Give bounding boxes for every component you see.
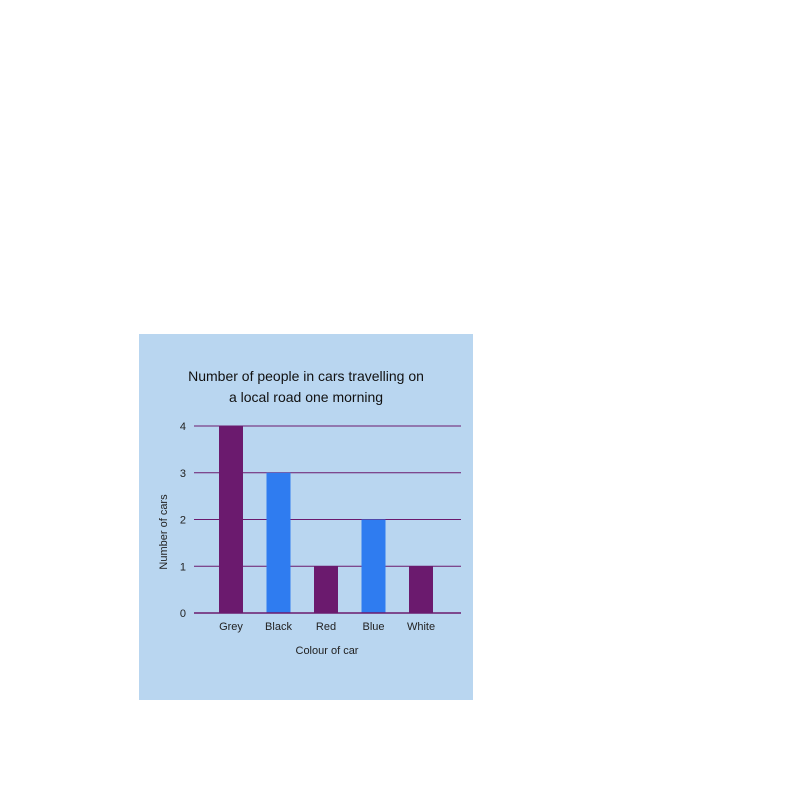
x-tick-label: Grey [219,621,243,633]
x-tick-label: White [407,621,435,633]
y-tick-label: 1 [180,561,186,573]
y-tick-labels: 0 1 2 3 4 [180,421,186,620]
bar-white [409,566,433,613]
bar-blue [361,519,386,613]
x-tick-labels: Grey Black Red Blue White [219,621,435,633]
bar-chart: Number of people in cars travelling on a… [158,368,461,657]
bars [219,426,433,613]
bar-red [314,566,338,613]
x-tick-label: Red [316,621,336,633]
x-tick-label: Black [265,621,292,633]
chart-card: Number of people in cars travelling on a… [139,334,473,700]
y-axis-title: Number of cars [158,494,170,570]
bar-grey [219,426,243,613]
y-tick-label: 2 [180,515,186,527]
y-tick-label: 4 [180,421,186,433]
chart-title-line-2: a local road one morning [229,389,383,405]
x-tick-label: Blue [362,621,384,633]
bar-black [266,472,291,613]
x-axis-title: Colour of car [296,645,359,657]
chart-title-line-1: Number of people in cars travelling on [188,368,424,384]
y-tick-label: 3 [180,468,186,480]
y-tick-label: 0 [180,608,186,620]
